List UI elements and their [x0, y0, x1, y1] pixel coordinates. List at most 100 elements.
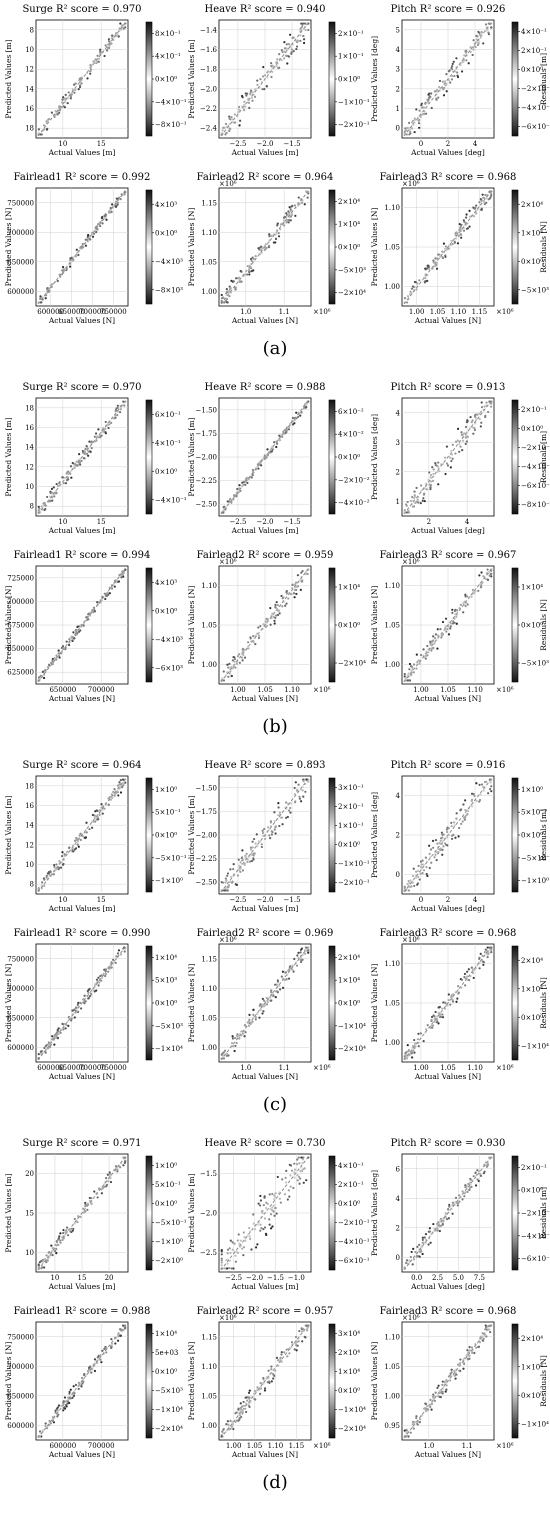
scatter-point [415, 288, 418, 291]
x-tick-label: −2.5 [229, 140, 246, 148]
scatter-point [461, 820, 464, 823]
scatter-point [54, 1033, 57, 1036]
scatter-point [230, 1042, 234, 1045]
scatter-point [281, 51, 284, 54]
scatter-point [424, 654, 428, 657]
scatter-point [220, 1253, 223, 1256]
scatter-point [478, 783, 481, 786]
scatter-point [433, 1015, 436, 1018]
scatter-point [46, 495, 49, 499]
scatter-point [271, 831, 274, 834]
scatter-point [256, 79, 259, 82]
reference-line [403, 21, 493, 137]
scatter-point [68, 643, 71, 647]
scatter-point [79, 1001, 82, 1004]
reference-line [220, 777, 310, 893]
scatter-point [108, 795, 112, 799]
y-tick-label: 3 [396, 66, 400, 74]
y-tick-label: 600000 [7, 288, 34, 296]
scatter-point [437, 1395, 440, 1398]
scatter-point [270, 833, 273, 836]
scatter-point [485, 1165, 488, 1168]
scatter-point [288, 1352, 291, 1355]
scatter-point [262, 65, 265, 69]
scatter-point [422, 648, 425, 651]
scatter-point [119, 1166, 122, 1169]
scatter-point [117, 794, 120, 797]
scatter-point [285, 54, 288, 58]
scatter-point [244, 92, 247, 95]
reference-line [220, 189, 310, 305]
scatter-point [293, 596, 296, 599]
scatter-point [122, 1164, 125, 1167]
scatter-point [290, 212, 294, 216]
chart-title: Surge R² score = 0.970 [22, 382, 141, 393]
scatter-point [233, 656, 236, 659]
scatter-point [61, 1238, 64, 1241]
scatter-point [296, 954, 299, 957]
scatter-point [116, 406, 119, 409]
scatter-point [41, 881, 44, 884]
scatter-point [240, 859, 244, 862]
scatter-point [243, 100, 246, 103]
scatter-point [284, 816, 288, 819]
scatter-point [421, 859, 424, 862]
scatter-point [247, 855, 250, 858]
scatter-point [454, 1196, 458, 1199]
scatter-point [481, 954, 484, 957]
scatter-point [69, 257, 72, 260]
scatter-point [232, 1427, 235, 1431]
scatter-point [43, 884, 46, 887]
scatter-point [405, 1434, 409, 1437]
scatter-point [412, 663, 416, 666]
x-tick-label: 1.00 [413, 686, 429, 694]
scatter-point [427, 1243, 430, 1246]
scatter-point [425, 488, 428, 491]
colorbar-tick-label: 4×10⁻¹ [155, 53, 181, 61]
y-tick-label: 1.05 [384, 1363, 400, 1371]
y-tick-label: 1.05 [384, 1000, 400, 1008]
colorbar-tick-label: 0×10⁰ [338, 244, 360, 252]
y-tick-label: −2.25 [196, 855, 217, 863]
colorbar-tick-label: −4×10⁻¹ [521, 104, 550, 112]
reference-line [403, 189, 493, 305]
y-tick-label: 700000 [7, 985, 34, 993]
scatter-point [49, 870, 52, 873]
scatter-point [291, 968, 294, 971]
y-tick-label: 1.15 [201, 199, 217, 207]
scatter-point [232, 497, 235, 501]
scatter-point [409, 499, 413, 503]
scatter-point [97, 1187, 101, 1191]
scatter-point [227, 885, 230, 888]
scatter-point [430, 1402, 433, 1406]
scatter-point [298, 1329, 301, 1333]
scatter-point [74, 1383, 78, 1386]
scatter-point [462, 1367, 465, 1370]
scatter-point [423, 281, 427, 284]
scatter-point [75, 838, 79, 841]
scatter-point [57, 1238, 60, 1241]
x-tick-label: 1.00 [226, 1442, 242, 1450]
scatter-point [421, 1413, 424, 1417]
scatter-point [78, 461, 82, 464]
colorbar-tick-label: 5×10⁻¹ [155, 809, 181, 817]
y-tick-label: 18 [25, 782, 34, 790]
scatter-point [296, 41, 299, 44]
scatter-point [442, 632, 445, 636]
scatter-point [226, 500, 229, 503]
y-tick-label: 1.10 [201, 582, 217, 590]
chart-svg: Heave R² score = 0.988−2.5 −2.0 −1.5−1.50−… [187, 382, 370, 535]
scatter-point [417, 501, 420, 504]
scatter-point [54, 1411, 57, 1414]
y-tick-label: 20 [25, 1170, 34, 1178]
scatter-point [260, 843, 263, 846]
scatter-point [98, 813, 101, 816]
scatter-point [253, 1228, 257, 1231]
scatter-point [437, 1022, 440, 1025]
y-tick-label: 8 [30, 881, 34, 889]
scatter-point [418, 118, 421, 122]
scatter-point [274, 1206, 277, 1210]
scatter-point [306, 1327, 309, 1330]
y-tick-label: 10 [25, 46, 34, 54]
